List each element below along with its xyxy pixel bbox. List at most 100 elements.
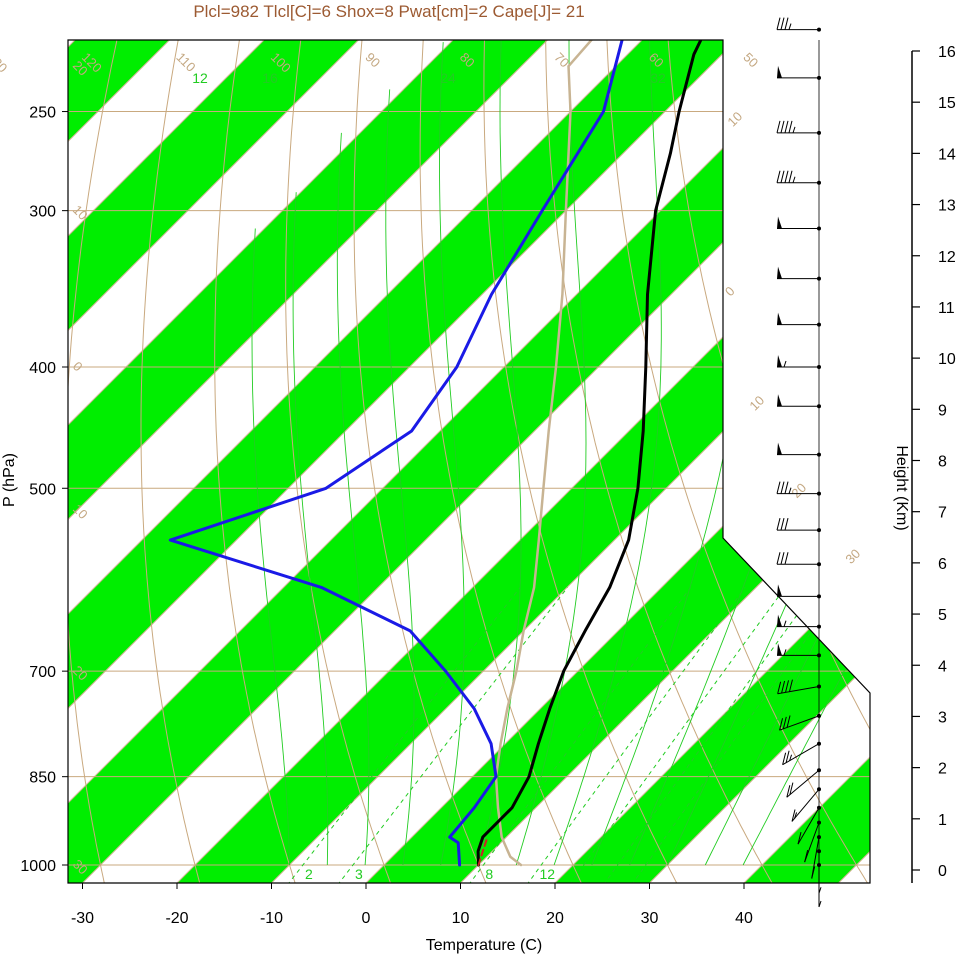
wind-barb (776, 120, 821, 135)
isotherm-line (68, 40, 870, 883)
mixing-ratio-line (521, 587, 746, 883)
wind-barb-half-feather (783, 649, 787, 656)
dry-adiabat-line (214, 40, 343, 883)
wind-barb-feather (782, 716, 787, 729)
wind-barb (776, 552, 821, 567)
pressure-tick-label: 850 (29, 770, 56, 787)
mixing-ratio-label: 32 (650, 70, 666, 86)
wind-barb-dot (817, 787, 821, 792)
moist-adiabat-line (439, 42, 465, 866)
wind-barb-feather (784, 552, 789, 565)
height-tick-label: 13 (938, 198, 956, 215)
wind-barb-feather (780, 481, 785, 494)
height-tick-label: 8 (938, 454, 947, 471)
height-tick-label: 10 (938, 351, 956, 368)
isotherm-label-right: 10 (724, 109, 745, 130)
dry-adiabat-line (353, 40, 490, 883)
temperature-tick-label: 10 (452, 910, 470, 927)
wind-barb-dot (817, 322, 821, 327)
wind-barb (786, 768, 821, 798)
wind-barb-half-feather (794, 812, 798, 819)
temperature-tick-label: 40 (735, 910, 753, 927)
temperature-band (68, 40, 870, 883)
wind-barb-feather (780, 120, 785, 133)
wind-barb-pennant (777, 354, 782, 367)
isotherm-label-right: 20 (788, 480, 809, 501)
temperature-band (68, 40, 796, 883)
mixing-ratio-line (281, 587, 521, 883)
temperature-band (909, 0, 961, 907)
isotherm-label-right: 30 (842, 546, 863, 567)
wind-barb (777, 679, 821, 695)
plot-frame (67, 39, 871, 884)
wind-barb-pennant (777, 394, 782, 407)
dry-adiabat-line (879, 0, 961, 892)
wind-barb-feather (777, 681, 782, 694)
wind-barb-feather (784, 17, 789, 30)
wind-barb (791, 787, 821, 822)
isotherm-line (68, 40, 797, 883)
pressure-tick-label: 500 (29, 481, 56, 498)
wind-barb (776, 481, 821, 496)
wind-barb-feather (784, 481, 789, 494)
temperature-bands (68, 0, 961, 907)
isotherm-label: 50 (740, 50, 761, 71)
wind-barb-staff (804, 822, 820, 863)
height-tick-label: 12 (938, 249, 956, 266)
wind-barb-pennant (777, 216, 782, 229)
wind-barb-feather (781, 680, 786, 694)
wind-barb (797, 805, 821, 845)
isotherm-line (436, 40, 870, 883)
wind-barb (777, 442, 821, 457)
isotherm-line (909, 0, 961, 907)
wind-barb (777, 614, 821, 629)
temperature-tick-label: 20 (546, 910, 564, 927)
wind-barb (776, 170, 821, 185)
mixing-ratio-lines (281, 587, 844, 883)
mixing-ratio-label: 3 (355, 866, 363, 882)
isotherm-line (68, 40, 870, 883)
temperature-tick-label: 0 (362, 910, 371, 927)
wind-barb-dot (817, 820, 821, 825)
wind-barb-pennant (777, 614, 782, 627)
moist-adiabat-line (742, 40, 870, 866)
height-tick-label: 6 (938, 556, 947, 573)
wind-barb-feather (797, 831, 802, 845)
wind-barb-feather (776, 120, 781, 133)
dry-adiabat-line (773, 40, 870, 883)
wind-barb-pennant (777, 65, 782, 78)
wind-barb-half-feather (783, 360, 787, 368)
parcel-profile (494, 40, 870, 867)
wind-barb-feather (784, 517, 789, 531)
wind-barb-feather (780, 17, 785, 30)
wind-barb-dot (817, 805, 821, 810)
isotherm-label-right: 10 (746, 393, 767, 414)
lcl_segment-profile (477, 836, 489, 866)
moist-adiabat-line (515, 40, 587, 866)
temperature-tick-label: -20 (165, 910, 188, 927)
wind-barb-feather (789, 782, 794, 795)
isotherm-line (341, 40, 870, 883)
wind-barb-staff (779, 715, 820, 731)
moist-adiabat-line (553, 40, 662, 866)
pressure-tick-label: 1000 (20, 858, 56, 875)
wind-barb-dot (817, 835, 821, 840)
dry-adiabat-line (68, 40, 245, 883)
moist-adiabat-line (336, 132, 370, 866)
wind-barb-feather (776, 481, 781, 494)
dry-adiabat-line (419, 40, 586, 883)
wind-barb-feather (786, 785, 791, 798)
wind-barb-dot (817, 684, 821, 689)
wind-barb-staff (797, 807, 820, 845)
wind-barb-dot (817, 594, 821, 599)
wind-barb-dot (817, 75, 821, 80)
height-tick-label: 3 (938, 709, 947, 726)
height-tick-label: 0 (938, 863, 947, 880)
wind-barb-half-feather (818, 900, 822, 908)
height-tick-label: 7 (938, 505, 947, 522)
pressure-axis: 1001502002503004005007008501000 (20, 0, 68, 875)
dry-adiabat-line (483, 40, 682, 883)
dry-adiabat-line (140, 40, 294, 883)
wind-barb-dot (817, 562, 821, 567)
